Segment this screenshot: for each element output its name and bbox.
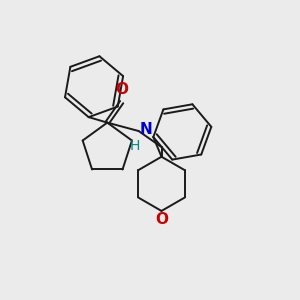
Text: O: O — [155, 212, 168, 227]
Text: H: H — [130, 139, 140, 153]
Text: N: N — [140, 122, 153, 137]
Text: O: O — [116, 82, 129, 97]
